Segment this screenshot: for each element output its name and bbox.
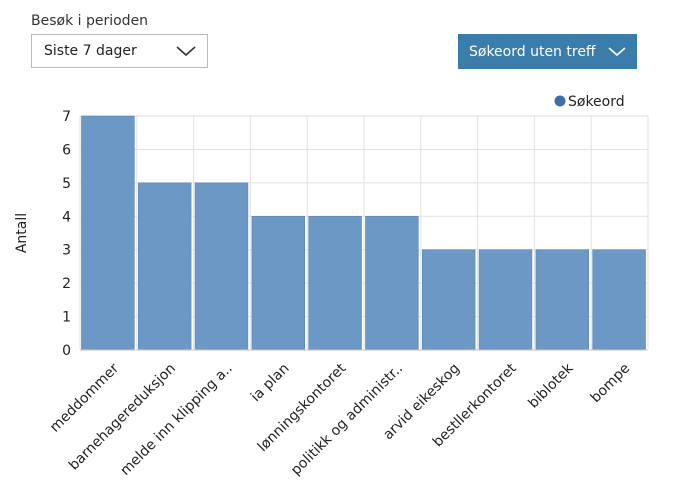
y-tick-label: 2 bbox=[62, 276, 71, 292]
bar[interactable] bbox=[592, 249, 646, 351]
x-tick-label: ia plan bbox=[248, 360, 293, 405]
bar[interactable] bbox=[81, 115, 135, 351]
y-axis-label: Antall bbox=[14, 213, 30, 253]
bar[interactable] bbox=[194, 182, 249, 351]
legend-marker bbox=[554, 95, 566, 107]
x-tick-label: melde inn klipping a.. bbox=[117, 360, 235, 478]
x-tick-label: biblotek bbox=[525, 360, 577, 412]
y-tick-label: 4 bbox=[62, 209, 71, 225]
y-tick-label: 1 bbox=[62, 310, 71, 326]
keyword-filter-label: Søkeord uten treff bbox=[469, 43, 596, 60]
bar[interactable] bbox=[365, 215, 419, 351]
y-tick-label: 6 bbox=[62, 142, 71, 158]
period-label: Besøk i perioden bbox=[31, 13, 149, 29]
bar[interactable] bbox=[138, 182, 192, 351]
chevron-down-icon bbox=[175, 45, 197, 57]
bar[interactable] bbox=[308, 215, 362, 351]
x-tick-label: barnehagereduksjon bbox=[66, 360, 179, 473]
bar[interactable] bbox=[535, 249, 590, 351]
bar[interactable] bbox=[251, 215, 305, 351]
y-tick-label: 5 bbox=[62, 176, 71, 192]
period-select[interactable]: Siste 7 dager bbox=[31, 34, 208, 68]
y-tick-label: 0 bbox=[62, 343, 71, 359]
y-tick-label: 7 bbox=[62, 109, 71, 125]
bar[interactable] bbox=[478, 249, 533, 351]
keyword-filter-button[interactable]: Søkeord uten treff bbox=[458, 34, 637, 69]
chevron-down-icon bbox=[607, 46, 627, 58]
bar[interactable] bbox=[421, 249, 476, 351]
x-tick-label: politikk og administr.. bbox=[288, 360, 406, 478]
x-tick-label: bompe bbox=[588, 360, 634, 406]
period-select-value: Siste 7 dager bbox=[44, 43, 137, 59]
y-tick-label: 3 bbox=[62, 243, 71, 259]
legend-label[interactable]: Søkeord bbox=[568, 94, 625, 110]
